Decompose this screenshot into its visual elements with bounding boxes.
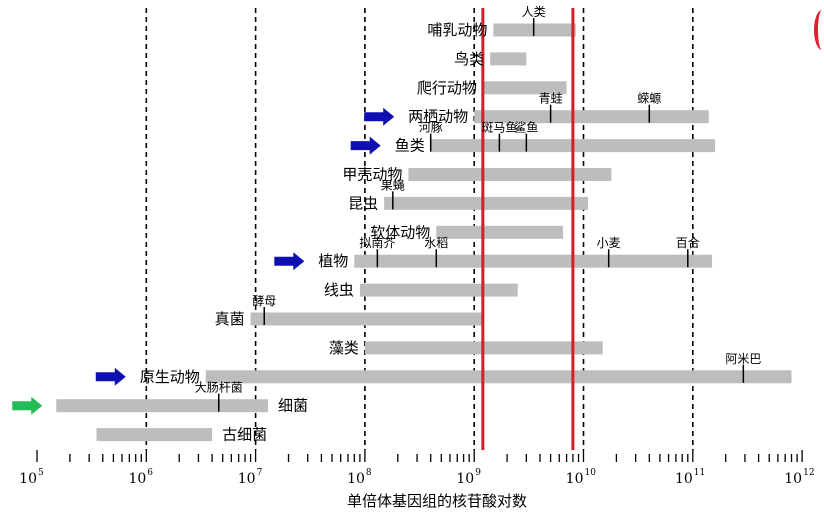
- tick-label: 10: [566, 471, 584, 487]
- range-bar: [490, 52, 527, 66]
- group-label: 藻类: [329, 339, 359, 357]
- tick-label: 10: [784, 471, 802, 487]
- group-label: 两栖动物: [408, 108, 468, 126]
- x-axis: 10 5 10 6 10 7 10 8 10 9 10 10 10 11 10 12: [19, 450, 815, 487]
- tick-label: 10: [19, 471, 37, 487]
- group-label: 线虫: [324, 281, 354, 299]
- highlight-lines: [481, 8, 575, 450]
- blue-arrow: [274, 252, 305, 271]
- tick-exponent: 6: [147, 468, 153, 478]
- tick-label: 10: [238, 471, 256, 487]
- group-label: 昆虫: [348, 194, 378, 212]
- range-bar: [359, 283, 518, 297]
- tick-label: 10: [347, 471, 365, 487]
- group-label: 植物: [318, 252, 348, 270]
- tick-exponent: 10: [585, 468, 597, 478]
- marker-label: 鲨鱼: [514, 121, 538, 135]
- group-label: 真菌: [215, 310, 245, 328]
- tick-exponent: 7: [257, 468, 263, 478]
- range-bar: [436, 225, 564, 239]
- tick-exponent: 8: [366, 468, 372, 478]
- range-bar: [205, 370, 792, 384]
- green-arrow: [12, 396, 43, 415]
- group-labels: 哺乳动物鸟类爬行动物两栖动物鱼类甲壳动物昆虫软体动物植物线虫真菌藻类原生动物细菌…: [140, 21, 488, 444]
- range-bar: [354, 254, 713, 268]
- range-bars: [56, 23, 792, 442]
- group-label: 鱼类: [395, 137, 425, 155]
- range-bar: [96, 428, 213, 442]
- range-bar: [408, 168, 612, 181]
- marker-label: 青蛙: [539, 92, 563, 106]
- tick-label: 10: [675, 471, 693, 487]
- tick-exponent: 5: [38, 468, 44, 478]
- marker-label: 水稻: [424, 236, 448, 250]
- marker-label: 酵母: [252, 294, 276, 308]
- blue-arrow: [364, 107, 395, 126]
- range-bar: [384, 196, 589, 210]
- red-edge-decoration: [814, 10, 824, 50]
- marker-label: 人类: [522, 5, 546, 19]
- arrows: [12, 107, 395, 415]
- range-bar: [493, 23, 576, 37]
- marker-label: 百合: [676, 235, 700, 250]
- marker-label: 大肠杆菌: [195, 381, 243, 395]
- group-label: 细菌: [278, 397, 308, 415]
- blue-arrow: [350, 136, 381, 155]
- tick-exponent: 11: [694, 468, 705, 478]
- range-bar: [250, 312, 483, 326]
- group-label: 哺乳动物: [427, 21, 487, 39]
- group-label: 古细菌: [222, 426, 267, 444]
- tick-label: 10: [128, 471, 146, 487]
- marker-label: 小麦: [597, 236, 621, 250]
- marker-label: 蝾螈: [637, 91, 661, 106]
- group-label: 原生动物: [140, 368, 200, 386]
- group-label: 鸟类: [454, 50, 484, 68]
- tick-exponent: 9: [475, 468, 481, 478]
- marker-label: 拟南芥: [359, 235, 395, 250]
- group-label: 爬行动物: [417, 79, 477, 97]
- group-label: 甲壳动物: [342, 166, 402, 184]
- marker-label: 果蝇: [381, 178, 405, 192]
- marker-label: 斑马鱼: [481, 121, 517, 135]
- x-axis-title: 单倍体基因组的核苷酸对数: [347, 492, 527, 510]
- tick-label: 10: [456, 471, 474, 487]
- tick-exponent: 12: [803, 468, 814, 478]
- marker-label: 阿米巴: [725, 352, 761, 366]
- range-bar: [56, 399, 269, 413]
- marker-label: 河豚: [419, 121, 443, 135]
- range-bar: [482, 81, 567, 95]
- range-bar: [474, 110, 709, 124]
- group-label: 软体动物: [370, 223, 430, 241]
- blue-arrow: [95, 367, 126, 386]
